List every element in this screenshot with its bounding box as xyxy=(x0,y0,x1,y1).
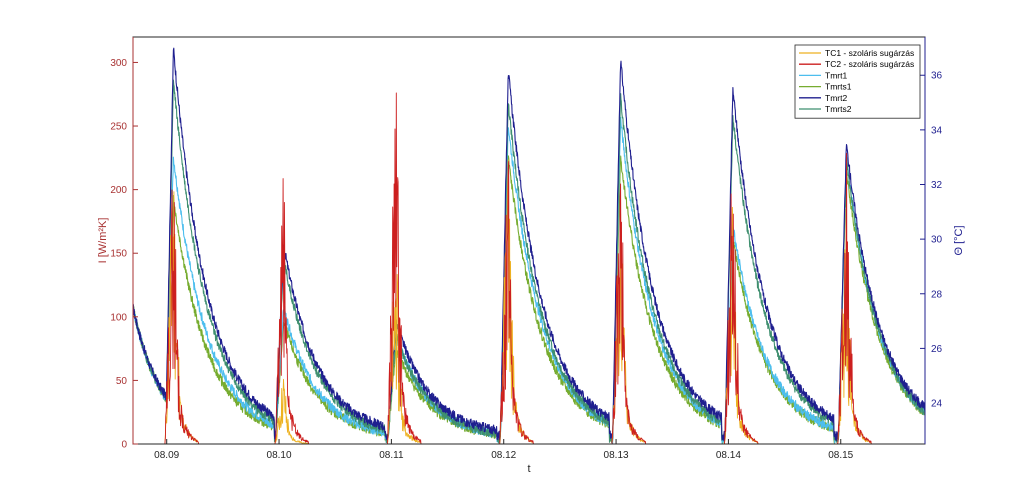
y-right-tick-label: 32 xyxy=(931,180,943,191)
y-right-tick-label: 24 xyxy=(931,399,943,410)
legend-label-tmrt2: Tmrt2 xyxy=(825,93,847,103)
y-left-tick-label: 300 xyxy=(110,58,127,69)
x-axis-label: t xyxy=(527,463,530,475)
y-left-axis-label: I [W/m²K] xyxy=(97,218,109,264)
series-line-tmrt2 xyxy=(132,47,926,442)
y-left-tick-label: 250 xyxy=(110,122,127,133)
y-left-tick-label: 0 xyxy=(121,440,127,451)
y-right-tick-label: 26 xyxy=(931,344,943,355)
y-left-tick-label: 50 xyxy=(116,376,128,387)
x-tick-label: 08.12 xyxy=(491,450,516,461)
legend-label-tmrts2: Tmrts2 xyxy=(825,104,852,114)
y-left-tick-label: 200 xyxy=(110,185,127,196)
y-right-tick-label: 34 xyxy=(931,125,943,136)
x-tick-label: 08.09 xyxy=(154,450,179,461)
legend-label-tc1: TC1 - szoláris sugárzás xyxy=(825,48,914,58)
axes-layer: 08.09 08.10 08.11 08.12 08.13 08.14 08.15 0 50 10… xyxy=(97,37,965,475)
x-tick-label: 08.13 xyxy=(604,450,629,461)
y-right-tick-label: 30 xyxy=(931,235,943,246)
legend-label-tmrts1: Tmrts1 xyxy=(825,82,852,92)
x-tick-label: 08.15 xyxy=(828,450,853,461)
y-right-tick-label: 36 xyxy=(931,71,943,82)
legend-box xyxy=(794,44,921,119)
series-line-tmrt1 xyxy=(132,116,926,444)
series-line-tmrts2 xyxy=(132,79,925,444)
legend-label-tmrt1: Tmrt1 xyxy=(825,70,847,80)
y-right-tick-label: 28 xyxy=(931,289,943,300)
x-tick-label: 08.10 xyxy=(267,450,292,461)
x-tick-label: 08.11 xyxy=(379,450,404,461)
x-tick-label: 08.14 xyxy=(716,450,741,461)
legend-label-tc2: TC2 - szoláris sugárzás xyxy=(825,59,914,69)
y-left-tick-label: 100 xyxy=(110,312,127,323)
y-right-axis-label: Θ [°C] xyxy=(953,225,965,255)
y-left-tick-label: 150 xyxy=(110,249,127,260)
